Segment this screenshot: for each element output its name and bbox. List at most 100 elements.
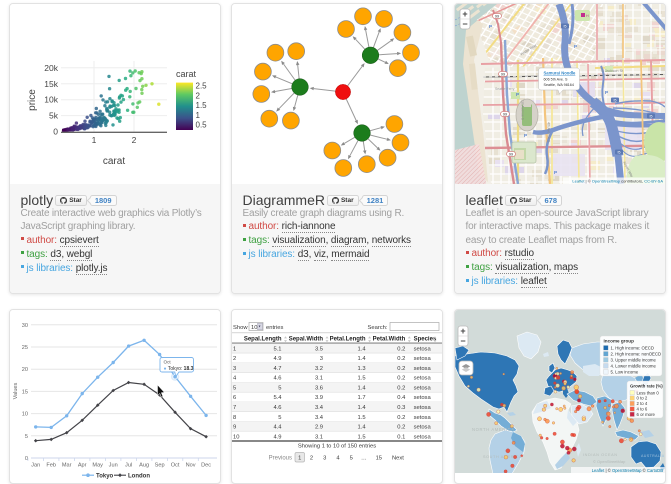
- svg-text:99: 99: [509, 153, 513, 157]
- svg-text:May: May: [92, 463, 103, 469]
- svg-text:Jan: Jan: [31, 463, 40, 469]
- svg-text:25: 25: [22, 345, 28, 351]
- svg-text:setosa: setosa: [414, 346, 432, 352]
- svg-text:5: 5: [233, 386, 236, 392]
- svg-text:3.9: 3.9: [315, 395, 323, 401]
- svg-text:2: 2: [196, 91, 201, 100]
- svg-text:setosa: setosa: [414, 356, 432, 362]
- svg-text:30: 30: [22, 323, 28, 329]
- svg-text:Sep: Sep: [155, 463, 165, 469]
- svg-text:NORTH AMERICA: NORTH AMERICA: [472, 427, 515, 432]
- svg-text:0.2: 0.2: [397, 386, 405, 392]
- svg-text:−: −: [462, 19, 467, 29]
- svg-text:Search:: Search:: [368, 325, 388, 331]
- svg-text:Sepal.Length: Sepal.Length: [244, 337, 282, 343]
- svg-text:2: 2: [310, 456, 313, 462]
- svg-text:7: 7: [233, 405, 236, 411]
- svg-text:10: 10: [233, 434, 239, 440]
- svg-text:INDIAN OCEAN: INDIAN OCEAN: [583, 453, 618, 457]
- svg-text:5. Low income: 5. Low income: [611, 369, 639, 374]
- svg-text:price: price: [27, 89, 38, 111]
- svg-text:P: P: [489, 24, 492, 29]
- svg-text:5: 5: [278, 415, 281, 421]
- svg-text:1.5: 1.5: [358, 415, 366, 421]
- svg-text:0 to 2: 0 to 2: [637, 396, 648, 401]
- svg-text:0.2: 0.2: [397, 366, 405, 372]
- svg-text:4th Avenue S: 4th Avenue S: [547, 122, 551, 143]
- svg-text:3.2: 3.2: [315, 366, 323, 372]
- svg-text:London: London: [128, 473, 150, 479]
- svg-text:1.5: 1.5: [358, 434, 366, 440]
- svg-text:1.7: 1.7: [358, 395, 366, 401]
- svg-text:carat: carat: [176, 69, 197, 79]
- svg-text:1: 1: [92, 135, 97, 145]
- svg-text:5: 5: [350, 456, 353, 462]
- svg-text:3. Upper middle income: 3. Upper middle income: [611, 357, 657, 362]
- svg-text:0.3: 0.3: [397, 405, 405, 411]
- svg-text:P: P: [605, 90, 608, 95]
- svg-text:Show: Show: [233, 325, 248, 331]
- svg-text:carat: carat: [103, 156, 125, 167]
- svg-text:setosa: setosa: [414, 376, 432, 382]
- svg-text:99: 99: [495, 15, 499, 19]
- svg-text:setosa: setosa: [414, 415, 432, 421]
- svg-text:2: 2: [233, 356, 236, 362]
- svg-text:Jun: Jun: [109, 463, 118, 469]
- svg-text:Oct: Oct: [171, 463, 180, 469]
- svg-text:© OpenStreetMap: © OpenStreetMap: [593, 459, 626, 464]
- svg-text:4.9: 4.9: [273, 356, 281, 362]
- svg-text:setosa: setosa: [414, 434, 432, 440]
- svg-text:H: H: [586, 14, 589, 18]
- svg-text:606 5th Ave. S: 606 5th Ave. S: [544, 78, 568, 82]
- svg-text:● Tokyo: 18.3: ● Tokyo: 18.3: [164, 366, 194, 372]
- svg-text:Leaflet | © OpenStreetMap cont: Leaflet | © OpenStreetMap contributors, …: [572, 179, 663, 184]
- svg-text:…: …: [361, 456, 367, 462]
- svg-text:1.4: 1.4: [358, 346, 367, 352]
- svg-text:0.2: 0.2: [397, 415, 405, 421]
- svg-text:Oct: Oct: [164, 360, 172, 365]
- svg-text:Nov: Nov: [186, 463, 196, 469]
- svg-text:3.1: 3.1: [315, 434, 323, 440]
- svg-text:99: 99: [501, 73, 505, 77]
- svg-text:4. Lower middle income: 4. Lower middle income: [611, 363, 657, 368]
- svg-text:P: P: [516, 92, 519, 97]
- svg-text:1. High income: OECD: 1. High income: OECD: [611, 345, 654, 350]
- svg-text:0.4: 0.4: [397, 395, 406, 401]
- svg-text:1.4: 1.4: [358, 386, 367, 392]
- svg-text:5: 5: [25, 434, 28, 440]
- svg-text:P: P: [524, 133, 527, 138]
- svg-text:Jul: Jul: [125, 463, 132, 469]
- svg-text:1.5: 1.5: [358, 376, 366, 382]
- svg-text:Tokyo: Tokyo: [96, 473, 114, 479]
- svg-text:3.1: 3.1: [315, 376, 323, 382]
- svg-text:−: −: [460, 336, 465, 346]
- svg-text:15: 15: [376, 456, 382, 462]
- svg-text:Feb: Feb: [46, 463, 56, 469]
- svg-text:Samurai Noodle: Samurai Noodle: [544, 71, 577, 76]
- svg-text:0: 0: [53, 127, 58, 137]
- svg-text:1.3: 1.3: [358, 366, 366, 372]
- svg-text:Seattle, WA 98164: Seattle, WA 98164: [544, 83, 574, 87]
- svg-text:20k: 20k: [44, 63, 58, 73]
- svg-text:Dec: Dec: [201, 463, 211, 469]
- svg-text:10: 10: [22, 412, 28, 418]
- svg-text:4: 4: [233, 376, 237, 382]
- svg-text:4.6: 4.6: [273, 405, 281, 411]
- svg-text:2: 2: [132, 135, 137, 145]
- svg-text:1: 1: [298, 456, 301, 462]
- svg-text:P: P: [574, 44, 577, 49]
- svg-text:3: 3: [233, 366, 236, 372]
- svg-text:2 to 4: 2 to 4: [637, 401, 648, 406]
- svg-text:Leaflet | © OpenStreetMap © Ca: Leaflet | © OpenStreetMap © CartoDB: [592, 468, 663, 473]
- svg-text:2.5: 2.5: [196, 82, 208, 91]
- svg-text:Petal.Width: Petal.Width: [373, 337, 406, 343]
- svg-text:3.5: 3.5: [315, 346, 323, 352]
- svg-text:Income group: Income group: [604, 339, 635, 344]
- svg-text:15k: 15k: [44, 79, 58, 89]
- svg-text:I5: I5: [618, 151, 621, 155]
- svg-text:Seattle Ferry: Seattle Ferry: [495, 87, 515, 91]
- svg-text:0.2: 0.2: [397, 356, 405, 362]
- svg-text:I5: I5: [650, 115, 653, 119]
- svg-text:1.5: 1.5: [196, 101, 208, 110]
- svg-text:5.4: 5.4: [273, 395, 282, 401]
